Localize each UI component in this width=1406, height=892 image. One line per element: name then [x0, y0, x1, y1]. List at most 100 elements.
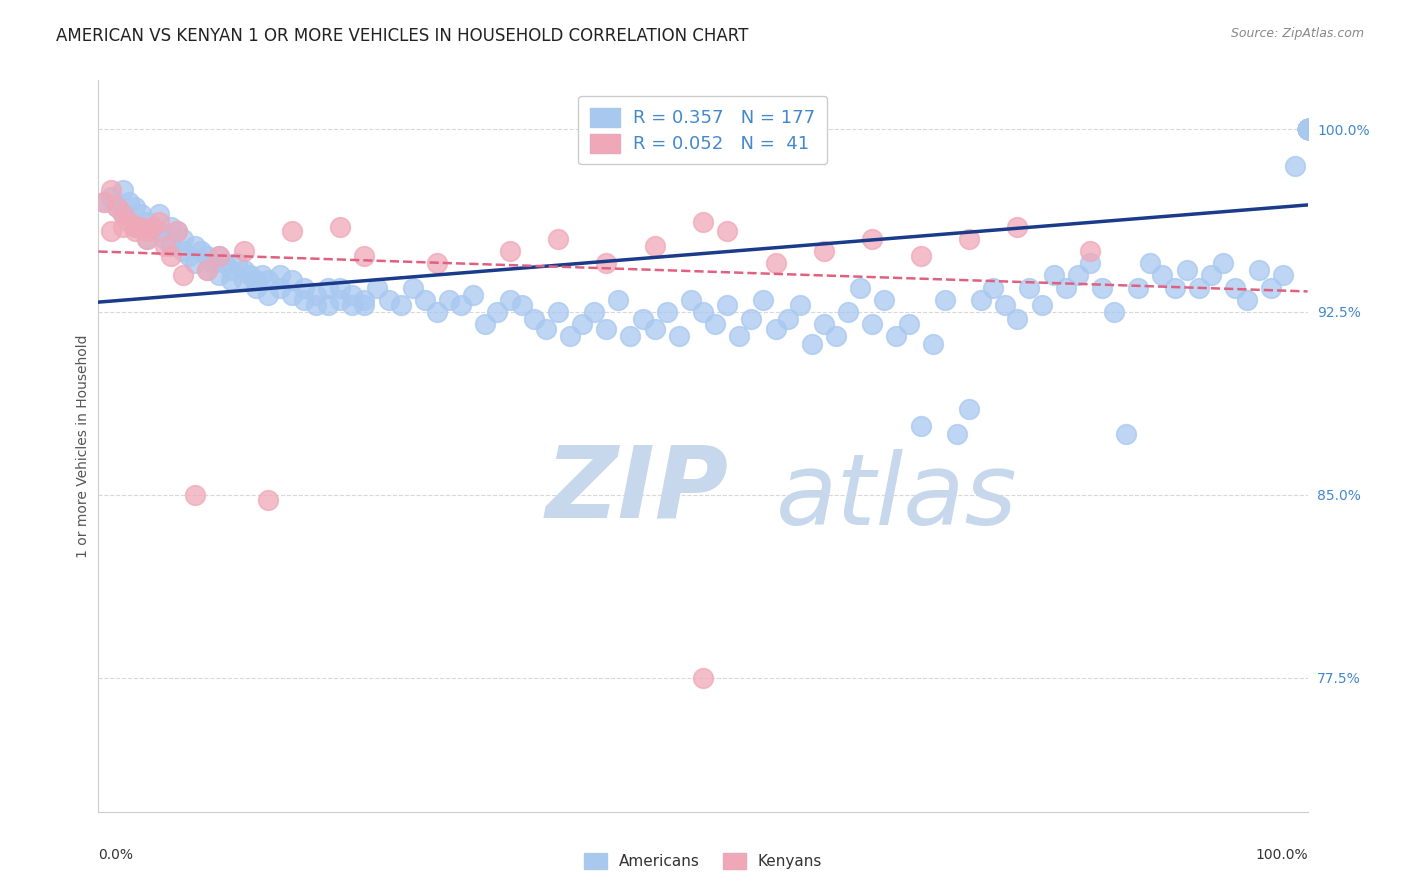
Point: [1042, 268, 1064, 283]
Point: [118, 215, 141, 229]
Text: AMERICAN VS KENYAN 1 OR MORE VEHICLES IN HOUSEHOLD CORRELATION CHART: AMERICAN VS KENYAN 1 OR MORE VEHICLES IN…: [56, 27, 748, 45]
Point: [1018, 280, 1040, 294]
Point: [463, 288, 485, 302]
Point: [135, 232, 157, 246]
Point: [1296, 122, 1319, 136]
Point: [1296, 122, 1319, 136]
Point: [413, 293, 436, 307]
Point: [305, 297, 328, 311]
Point: [957, 402, 980, 417]
Point: [1296, 122, 1319, 136]
Point: [740, 312, 762, 326]
Point: [166, 224, 188, 238]
Point: [1296, 122, 1319, 136]
Point: [1296, 122, 1319, 136]
Point: [655, 305, 678, 319]
Point: [208, 249, 231, 263]
Point: [184, 256, 207, 270]
Point: [1296, 122, 1319, 136]
Point: [825, 329, 848, 343]
Point: [250, 268, 273, 283]
Point: [281, 288, 304, 302]
Point: [679, 293, 702, 307]
Point: [752, 293, 775, 307]
Point: [172, 244, 194, 258]
Point: [1272, 268, 1295, 283]
Point: [232, 263, 254, 277]
Point: [1296, 122, 1319, 136]
Point: [1031, 297, 1053, 311]
Point: [1296, 122, 1319, 136]
Point: [124, 224, 146, 238]
Point: [946, 426, 969, 441]
Point: [970, 293, 993, 307]
Point: [498, 244, 520, 258]
Point: [232, 273, 254, 287]
Point: [837, 305, 859, 319]
Point: [135, 232, 157, 246]
Point: [184, 488, 207, 502]
Point: [124, 219, 146, 234]
Point: [1296, 122, 1319, 136]
Point: [1152, 268, 1174, 283]
Point: [534, 322, 557, 336]
Point: [1296, 122, 1319, 136]
Point: [1223, 280, 1246, 294]
Point: [1296, 122, 1319, 136]
Point: [305, 288, 328, 302]
Point: [921, 336, 943, 351]
Point: [426, 256, 449, 270]
Point: [813, 317, 835, 331]
Point: [1091, 280, 1114, 294]
Point: [1296, 122, 1319, 136]
Point: [1296, 122, 1319, 136]
Point: [366, 280, 388, 294]
Point: [1078, 256, 1101, 270]
Point: [269, 280, 291, 294]
Point: [316, 297, 339, 311]
Point: [1296, 122, 1319, 136]
Point: [1212, 256, 1234, 270]
Point: [981, 280, 1004, 294]
Point: [1296, 122, 1319, 136]
Point: [1260, 280, 1282, 294]
Point: [934, 293, 956, 307]
Point: [571, 317, 593, 331]
Point: [148, 215, 170, 229]
Point: [1296, 122, 1319, 136]
Point: [765, 256, 787, 270]
Point: [437, 293, 460, 307]
Point: [256, 288, 278, 302]
Point: [377, 293, 399, 307]
Point: [849, 280, 872, 294]
Point: [389, 297, 412, 311]
Point: [111, 219, 134, 234]
Point: [1115, 426, 1137, 441]
Point: [342, 288, 364, 302]
Point: [631, 312, 654, 326]
Point: [558, 329, 581, 343]
Point: [239, 268, 262, 283]
Text: Source: ZipAtlas.com: Source: ZipAtlas.com: [1230, 27, 1364, 40]
Text: ZIP: ZIP: [546, 442, 728, 539]
Point: [644, 239, 666, 253]
Point: [716, 224, 738, 238]
Point: [256, 273, 278, 287]
Point: [692, 305, 714, 319]
Point: [160, 219, 183, 234]
Point: [292, 280, 315, 294]
Point: [1296, 122, 1319, 136]
Point: [1007, 219, 1029, 234]
Point: [498, 293, 520, 307]
Point: [269, 268, 291, 283]
Text: 0.0%: 0.0%: [98, 848, 134, 863]
Point: [208, 268, 231, 283]
Point: [111, 207, 134, 221]
Point: [692, 215, 714, 229]
Point: [100, 224, 122, 238]
Point: [184, 239, 207, 253]
Point: [111, 183, 134, 197]
Point: [135, 215, 157, 229]
Point: [1296, 122, 1319, 136]
Point: [353, 249, 375, 263]
